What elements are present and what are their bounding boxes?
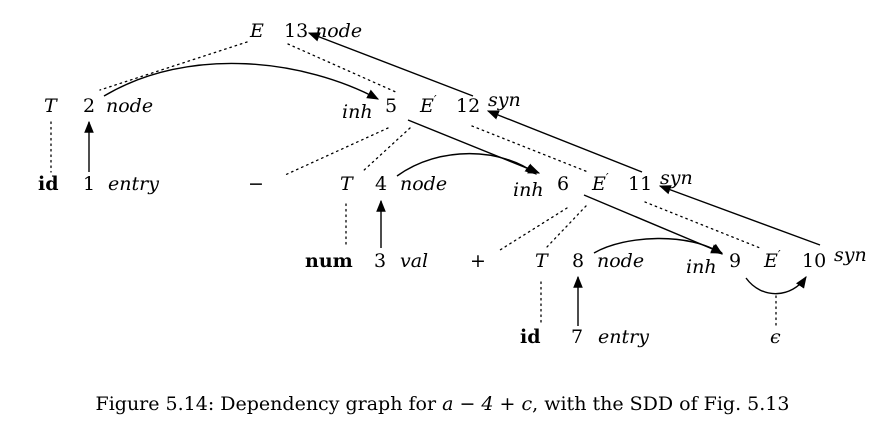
attr-entry: entry xyxy=(108,173,159,195)
prime-mark: ′ xyxy=(778,248,781,262)
attr-inh: inh xyxy=(513,179,544,201)
dep-edge-2-5 xyxy=(103,62,380,100)
node-number-13: 13 xyxy=(284,20,308,42)
symbol-Eprime: E′ xyxy=(419,93,437,117)
node-number-9: 9 xyxy=(729,250,741,272)
epsilon-symbol: ϵ xyxy=(770,326,781,348)
symbol-E: E xyxy=(591,173,606,195)
caption-prefix: Figure 5.14: Dependency graph for xyxy=(95,393,443,415)
tree-edge-Eprime6-Eprime9 xyxy=(644,201,761,249)
symbol-id: id xyxy=(38,173,59,195)
attr-syn: syn xyxy=(660,167,693,189)
node-number-12: 12 xyxy=(456,95,480,117)
tree-edge-Eprime5-Eprime6 xyxy=(471,125,589,173)
node-number-7: 7 xyxy=(571,326,583,348)
attr-syn: syn xyxy=(834,244,867,266)
attr-inh: inh xyxy=(686,256,717,278)
symbol-E: E xyxy=(763,250,778,272)
symbol-T: T xyxy=(340,173,354,195)
node-number-3: 3 xyxy=(374,250,386,272)
tree-edge-Eprime6-T8 xyxy=(545,205,587,249)
node-T-8: T 8 node xyxy=(535,250,644,272)
dependency-edges xyxy=(84,32,821,326)
attr-node: node xyxy=(597,250,644,272)
symbol-T: T xyxy=(44,95,58,117)
node-Eprime-6-11: inh 6 E′ 11 syn xyxy=(513,167,693,201)
symbol-num: num xyxy=(305,250,353,272)
tree-edge-Eprime5-minus xyxy=(284,127,389,176)
node-number-8: 8 xyxy=(572,250,584,272)
node-number-10: 10 xyxy=(802,250,826,272)
node-number-11: 11 xyxy=(628,173,652,195)
node-number-5: 5 xyxy=(385,95,397,117)
attr-node: node xyxy=(315,20,362,42)
symbol-E: E xyxy=(419,95,434,117)
node-Eprime-9-10: inh 9 E′ 10 syn xyxy=(686,244,867,278)
prime-mark: ′ xyxy=(434,93,437,107)
node-number-2: 2 xyxy=(83,95,95,117)
dep-edge-12-13 xyxy=(307,32,474,97)
tree-edge-Eprime5-T4 xyxy=(361,127,411,173)
dep-edge-11-12 xyxy=(486,110,643,173)
dep-edge-5-6 xyxy=(407,119,541,174)
parse-tree-edges xyxy=(50,41,777,327)
node-num-3: num 3 val xyxy=(305,250,428,272)
symbol-T: T xyxy=(535,250,549,272)
attr-entry: entry xyxy=(598,326,649,348)
node-id-7: id 7 entry xyxy=(520,326,649,348)
symbol-Eprime: E′ xyxy=(763,248,781,272)
attr-node: node xyxy=(106,95,153,117)
dep-edge-9-10 xyxy=(745,276,807,295)
attr-syn: syn xyxy=(488,89,521,111)
symbol-Eprime: E′ xyxy=(591,171,609,195)
node-number-6: 6 xyxy=(557,173,569,195)
attr-inh: inh xyxy=(342,101,373,123)
node-number-1: 1 xyxy=(83,173,95,195)
dependency-graph: E 13 node T 2 node inh 5 E′ 12 syn id 1 … xyxy=(38,20,867,348)
attr-val: val xyxy=(400,250,428,272)
caption-expression: a − 4 + c xyxy=(442,393,533,415)
tree-edge-E-Eprime5 xyxy=(287,43,399,94)
node-number-4: 4 xyxy=(375,173,387,195)
node-T-2: T 2 node xyxy=(44,95,153,117)
node-Eprime-5-12: inh 5 E′ 12 syn xyxy=(342,89,521,123)
attr-node: node xyxy=(400,173,447,195)
minus-symbol: − xyxy=(248,173,264,195)
plus-symbol: + xyxy=(470,250,486,272)
caption-suffix: , with the SDD of Fig. 5.13 xyxy=(532,393,790,415)
symbol-E: E xyxy=(249,20,264,42)
tree-edge-Eprime6-plus xyxy=(499,207,568,251)
node-T-4: T 4 node xyxy=(340,173,447,195)
tree-edge-E-T xyxy=(99,41,248,91)
symbol-id: id xyxy=(520,326,541,348)
dep-edge-6-9 xyxy=(583,194,724,254)
node-id-1: id 1 entry xyxy=(38,173,159,195)
dep-edge-10-11 xyxy=(658,185,821,246)
figure-caption: Figure 5.14: Dependency graph for a − 4 … xyxy=(0,393,885,415)
node-E-13: E 13 node xyxy=(249,20,362,42)
prime-mark: ′ xyxy=(606,171,609,185)
